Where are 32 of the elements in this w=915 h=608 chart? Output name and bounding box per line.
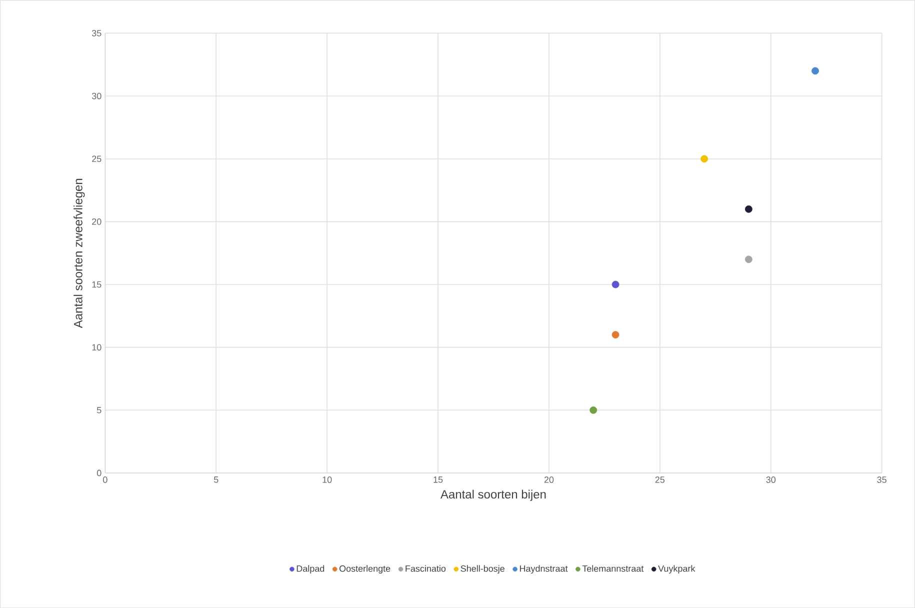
- x-tick-label: 15: [434, 476, 443, 483]
- y-tick-label: 15: [92, 281, 102, 288]
- y-tick-label: 30: [92, 92, 102, 100]
- x-tick-label: 0: [103, 476, 108, 483]
- legend-label: Shell-bosje: [460, 565, 504, 574]
- legend-label: Oosterlengte: [339, 565, 390, 574]
- legend-label: Telemannstraat: [582, 565, 644, 572]
- point: [590, 406, 598, 414]
- x-tick-label: 10: [322, 476, 332, 483]
- point: [812, 67, 819, 75]
- point: [612, 280, 620, 288]
- y-tick-label: 20: [92, 218, 102, 225]
- y-tick-label: 35: [92, 30, 102, 36]
- point: [744, 205, 752, 213]
- x-tick-label: 20: [544, 476, 554, 483]
- legend-label: Haydnstraat: [520, 565, 568, 574]
- y-tick-label: 0: [96, 470, 102, 476]
- y-tick-label: 25: [92, 156, 102, 162]
- x-tick-label: 35: [877, 476, 886, 483]
- legend-label: Fascinatio: [406, 565, 446, 572]
- y-tick-label: 10: [92, 344, 102, 350]
- legend-label: Dalpad: [296, 565, 324, 574]
- point: [700, 155, 708, 162]
- y-tick-label: 5: [96, 406, 102, 414]
- legend-label: Vuykpark: [658, 565, 696, 574]
- x-axis-title: Aantal soorten bijen: [440, 490, 546, 501]
- point: [744, 256, 752, 264]
- x-tick-label: 25: [655, 476, 665, 483]
- point: [612, 331, 620, 338]
- y-axis-title: Aantal soorten zweefvliegen: [74, 178, 85, 328]
- x-tick-label: 5: [214, 476, 218, 483]
- x-tick-label: 30: [766, 476, 776, 483]
